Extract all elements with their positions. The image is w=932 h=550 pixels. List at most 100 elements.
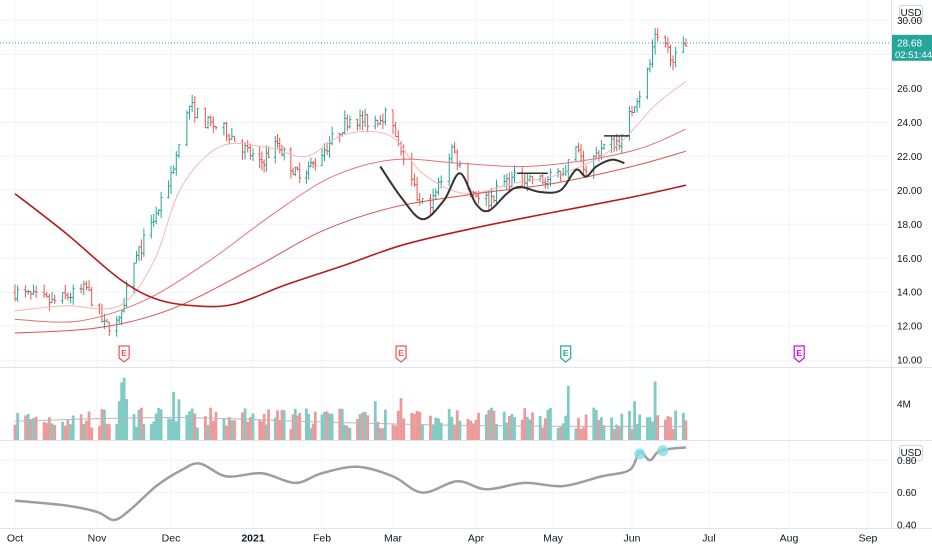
rs-unit-label[interactable]: USD xyxy=(900,448,921,459)
ohlc-bar[interactable] xyxy=(474,191,478,198)
volume-bar[interactable] xyxy=(47,417,51,440)
volume-bar[interactable] xyxy=(87,411,91,440)
ohlc-bar[interactable] xyxy=(34,285,38,298)
volume-bar[interactable] xyxy=(471,423,475,440)
volume-bar[interactable] xyxy=(311,423,315,440)
volume-bar[interactable] xyxy=(169,418,173,440)
ohlc-bar[interactable] xyxy=(564,164,568,177)
volume-bar[interactable] xyxy=(421,424,424,440)
volume-bar[interactable] xyxy=(157,407,161,440)
volume-bar[interactable] xyxy=(117,401,121,440)
volume-bar[interactable] xyxy=(653,381,657,440)
volume-bar[interactable] xyxy=(582,427,585,440)
volume-bar[interactable] xyxy=(305,408,308,440)
volume-bar[interactable] xyxy=(646,417,649,440)
volume-bar[interactable] xyxy=(612,428,616,440)
volume-bar[interactable] xyxy=(543,418,547,440)
ohlc-bar[interactable] xyxy=(172,165,176,174)
volume-bar[interactable] xyxy=(363,411,367,440)
ohlc-bar[interactable] xyxy=(47,293,51,311)
volume-bar[interactable] xyxy=(610,417,614,440)
ohlc-bar[interactable] xyxy=(298,162,302,183)
volume-bar[interactable] xyxy=(418,412,422,440)
volume-bar[interactable] xyxy=(674,410,678,440)
ohlc-bar[interactable] xyxy=(645,67,649,100)
volume-bar[interactable] xyxy=(225,425,228,440)
earnings-marker[interactable]: E xyxy=(560,345,572,363)
ohlc-bar[interactable] xyxy=(412,173,416,187)
volume-bar[interactable] xyxy=(666,415,670,440)
volume-bar[interactable] xyxy=(376,421,380,440)
volume-bar[interactable] xyxy=(98,426,101,440)
volume-bar[interactable] xyxy=(328,413,332,440)
volume-bar[interactable] xyxy=(278,420,282,440)
volume-bar[interactable] xyxy=(348,428,352,440)
ohlc-bar[interactable] xyxy=(311,160,315,169)
volume-bar[interactable] xyxy=(520,419,524,440)
ohlc-bar[interactable] xyxy=(418,192,422,206)
volume-bar[interactable] xyxy=(487,409,491,440)
volume-bar[interactable] xyxy=(484,414,488,440)
volume-bar[interactable] xyxy=(383,409,387,440)
volume-bar[interactable] xyxy=(628,411,631,440)
volume-bar[interactable] xyxy=(525,416,529,440)
ohlc-bar[interactable] xyxy=(492,195,496,204)
ohlc-bar[interactable] xyxy=(169,165,173,194)
ohlc-bar[interactable] xyxy=(87,280,91,292)
volume-bar[interactable] xyxy=(600,417,603,440)
ohlc-bar[interactable] xyxy=(358,109,362,130)
earnings-marker[interactable]: E xyxy=(118,345,130,363)
volume-bar[interactable] xyxy=(209,407,213,440)
ohlc-bar[interactable] xyxy=(264,145,268,172)
ohlc-bar[interactable] xyxy=(453,142,457,154)
volume-bar[interactable] xyxy=(135,426,138,440)
ohlc-bar[interactable] xyxy=(100,303,104,323)
ohlc-bar[interactable] xyxy=(410,152,414,187)
volume-bar[interactable] xyxy=(510,413,514,440)
volume-bar[interactable] xyxy=(541,427,545,440)
volume-bar[interactable] xyxy=(513,416,516,440)
ohlc-bar[interactable] xyxy=(246,139,250,153)
volume-bar[interactable] xyxy=(566,386,570,440)
ohlc-bar[interactable] xyxy=(674,46,678,68)
volume-bar[interactable] xyxy=(243,408,247,440)
volume-bar[interactable] xyxy=(358,414,362,440)
ohlc-bar[interactable] xyxy=(258,146,262,168)
ohlc-bar[interactable] xyxy=(428,193,432,215)
volume-bar[interactable] xyxy=(561,423,565,440)
volume-bar[interactable] xyxy=(13,424,17,440)
volume-bar[interactable] xyxy=(280,409,284,440)
volume-bar[interactable] xyxy=(63,425,67,440)
volume-bar[interactable] xyxy=(410,412,414,440)
ohlc-bar[interactable] xyxy=(188,105,192,120)
volume-bar[interactable] xyxy=(523,408,527,440)
volume-bar[interactable] xyxy=(137,409,141,440)
ohlc-bar[interactable] xyxy=(13,284,17,302)
moving-average-line[interactable] xyxy=(14,128,687,323)
volume-bar[interactable] xyxy=(246,421,250,440)
ohlc-bar[interactable] xyxy=(635,98,639,113)
ohlc-bar[interactable] xyxy=(134,251,138,264)
ohlc-bar[interactable] xyxy=(260,151,264,171)
ohlc-bar[interactable] xyxy=(174,151,178,176)
ohlc-bar[interactable] xyxy=(227,133,231,145)
volume-bar[interactable] xyxy=(172,391,176,440)
ohlc-bar[interactable] xyxy=(378,115,382,125)
ohlc-bar[interactable] xyxy=(32,284,36,295)
volume-bar[interactable] xyxy=(323,411,326,440)
ohlc-bar[interactable] xyxy=(669,44,672,67)
volume-bar[interactable] xyxy=(684,420,688,440)
volume-bar[interactable] xyxy=(251,413,255,440)
volume-bar[interactable] xyxy=(241,412,244,440)
ohlc-bar[interactable] xyxy=(630,105,634,117)
ohlc-bar[interactable] xyxy=(125,280,129,308)
ohlc-bar[interactable] xyxy=(361,110,365,131)
ohlc-bar[interactable] xyxy=(638,90,642,108)
volume-bar[interactable] xyxy=(474,419,478,440)
ohlc-bar[interactable] xyxy=(214,126,218,130)
ohlc-bar[interactable] xyxy=(437,177,441,196)
volume-bar[interactable] xyxy=(325,411,329,440)
time-axis[interactable]: Oct Nov Dec 2021 Feb Mar Apr May Jun Jul Aug Sep xyxy=(7,533,878,545)
ohlc-bar[interactable] xyxy=(620,134,624,155)
